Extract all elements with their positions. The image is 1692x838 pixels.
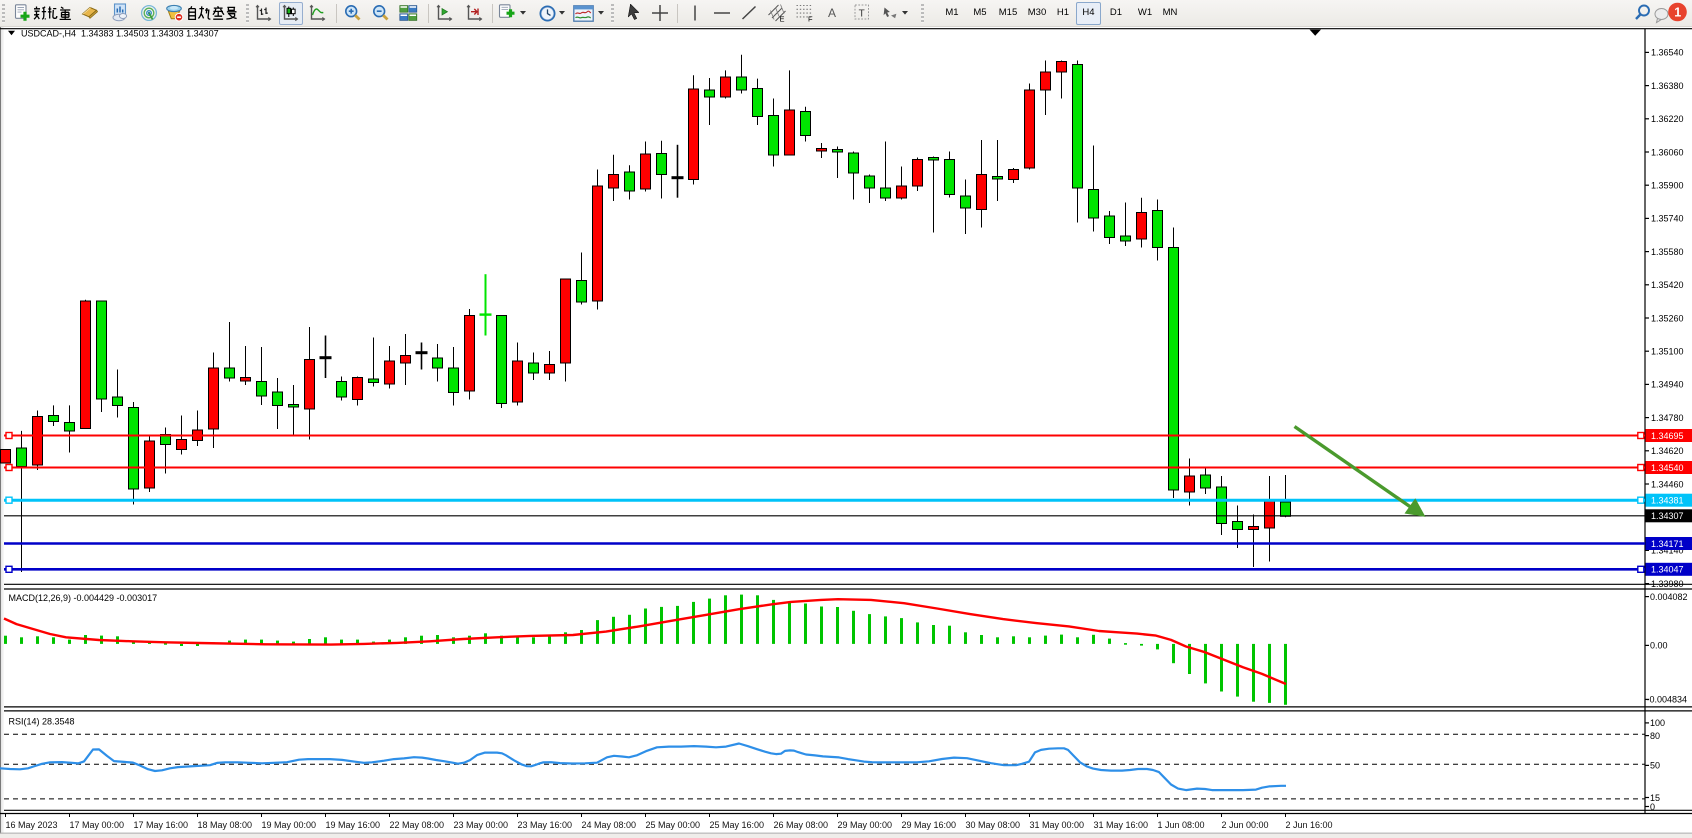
svg-text:USDCAD-,H4 1.34383 1.34503 1.: USDCAD-,H4 1.34383 1.34503 1.34303 1.343… bbox=[21, 28, 219, 38]
svg-text:1.34460: 1.34460 bbox=[1651, 479, 1684, 489]
svg-text:1.35580: 1.35580 bbox=[1651, 247, 1684, 257]
svg-text:22 May 08:00: 22 May 08:00 bbox=[390, 820, 445, 830]
svg-text:29 May 16:00: 29 May 16:00 bbox=[902, 820, 957, 830]
svg-text:1 Jun 08:00: 1 Jun 08:00 bbox=[1158, 820, 1205, 830]
svg-text:19 May 16:00: 19 May 16:00 bbox=[326, 820, 381, 830]
svg-text:0.004082: 0.004082 bbox=[1650, 592, 1688, 602]
svg-text:25 May 16:00: 25 May 16:00 bbox=[710, 820, 765, 830]
svg-text:31 May 16:00: 31 May 16:00 bbox=[1094, 820, 1149, 830]
svg-text:26 May 08:00: 26 May 08:00 bbox=[774, 820, 829, 830]
svg-text:29 May 00:00: 29 May 00:00 bbox=[838, 820, 893, 830]
svg-text:100: 100 bbox=[1650, 718, 1665, 728]
svg-text:F: F bbox=[808, 15, 813, 24]
svg-text:1.34620: 1.34620 bbox=[1651, 446, 1684, 456]
svg-text:1.34171: 1.34171 bbox=[1651, 539, 1684, 549]
svg-text:1.34047: 1.34047 bbox=[1651, 565, 1684, 575]
svg-text:50: 50 bbox=[1650, 761, 1660, 771]
svg-text:25 May 00:00: 25 May 00:00 bbox=[646, 820, 701, 830]
svg-text:1.36540: 1.36540 bbox=[1651, 48, 1684, 58]
svg-text:RSI(14) 28.3548: RSI(14) 28.3548 bbox=[9, 716, 75, 726]
svg-text:1.36220: 1.36220 bbox=[1651, 114, 1684, 124]
svg-text:18 May 08:00: 18 May 08:00 bbox=[198, 820, 253, 830]
svg-text:MACD(12,26,9) -0.004429 -0.003: MACD(12,26,9) -0.004429 -0.003017 bbox=[9, 593, 158, 603]
svg-text:-0.004834: -0.004834 bbox=[1647, 695, 1688, 705]
svg-text:1.34695: 1.34695 bbox=[1651, 431, 1684, 441]
svg-text:1.34307: 1.34307 bbox=[1651, 511, 1684, 521]
svg-text:1.36060: 1.36060 bbox=[1651, 147, 1684, 157]
svg-text:31 May 00:00: 31 May 00:00 bbox=[1030, 820, 1085, 830]
svg-text:1.34540: 1.34540 bbox=[1651, 463, 1684, 473]
svg-text:1.33980: 1.33980 bbox=[1651, 579, 1684, 589]
svg-text:16 May 2023: 16 May 2023 bbox=[6, 820, 58, 830]
svg-text:1.34940: 1.34940 bbox=[1651, 380, 1684, 390]
svg-text:2 Jun 00:00: 2 Jun 00:00 bbox=[1222, 820, 1269, 830]
svg-text:1.35260: 1.35260 bbox=[1651, 313, 1684, 323]
svg-text:1.35100: 1.35100 bbox=[1651, 347, 1684, 357]
svg-text:E: E bbox=[780, 15, 785, 24]
svg-text:23 May 16:00: 23 May 16:00 bbox=[518, 820, 573, 830]
svg-text:T: T bbox=[859, 8, 865, 19]
svg-text:1.36380: 1.36380 bbox=[1651, 81, 1684, 91]
svg-text:1.35420: 1.35420 bbox=[1651, 280, 1684, 290]
svg-text:0: 0 bbox=[1650, 802, 1655, 812]
svg-text:0.00: 0.00 bbox=[1650, 641, 1668, 651]
svg-text:1.34140: 1.34140 bbox=[1651, 546, 1684, 556]
svg-text:1.34780: 1.34780 bbox=[1651, 413, 1684, 423]
svg-text:1.35740: 1.35740 bbox=[1651, 214, 1684, 224]
svg-text:19 May 00:00: 19 May 00:00 bbox=[262, 820, 317, 830]
svg-text:24 May 08:00: 24 May 08:00 bbox=[582, 820, 637, 830]
svg-text:30 May 08:00: 30 May 08:00 bbox=[966, 820, 1021, 830]
svg-text:15: 15 bbox=[1650, 793, 1660, 803]
svg-text:23 May 00:00: 23 May 00:00 bbox=[454, 820, 509, 830]
svg-text:2 Jun 16:00: 2 Jun 16:00 bbox=[1286, 820, 1333, 830]
svg-text:1: 1 bbox=[1674, 5, 1681, 19]
svg-text:1.34381: 1.34381 bbox=[1651, 496, 1684, 506]
svg-text:1.35900: 1.35900 bbox=[1651, 181, 1684, 191]
svg-text:17 May 00:00: 17 May 00:00 bbox=[70, 820, 125, 830]
svg-text:80: 80 bbox=[1650, 731, 1660, 741]
svg-text:17 May 16:00: 17 May 16:00 bbox=[134, 820, 189, 830]
